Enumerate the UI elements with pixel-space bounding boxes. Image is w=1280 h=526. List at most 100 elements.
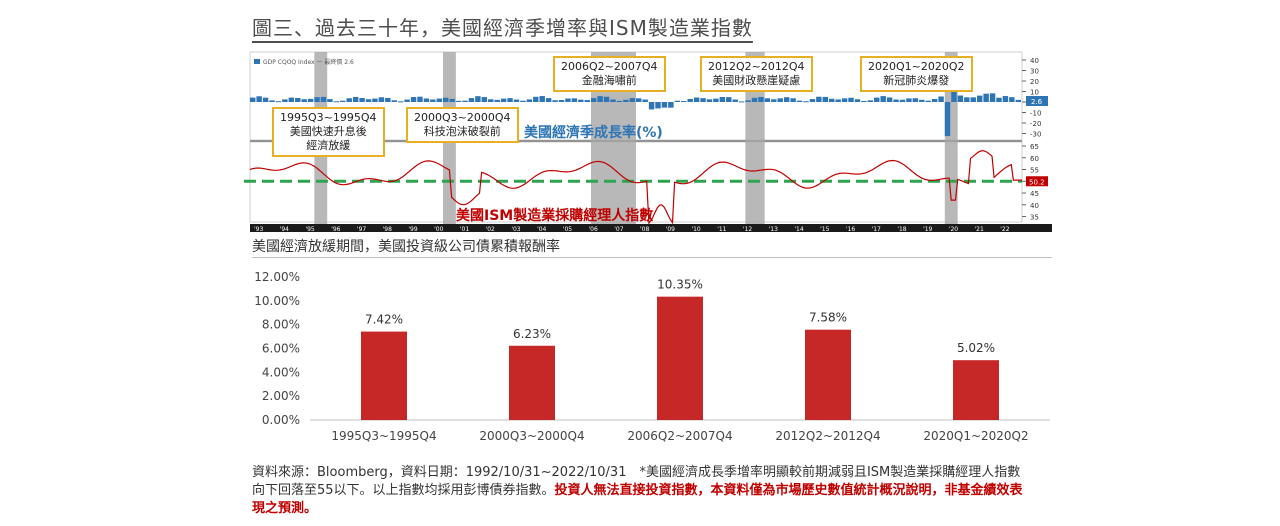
year-tick-label: '14 [794,226,803,233]
callout-box: 2012Q2~2012Q4 美國財政懸崖疑慮 [700,56,813,92]
y-axis-tick-label: 0.00% [262,413,300,427]
gdp-bar [365,99,372,102]
gdp-bar [507,98,513,102]
gdp-bar [520,100,526,102]
gdp-bar [1009,97,1015,102]
gdp-bar [340,100,346,102]
year-tick-label: '12 [743,226,752,233]
gdp-bar [822,96,828,102]
callout-description: 科技泡沫破裂前 [423,125,501,138]
bar-value-label: 7.58% [809,311,847,325]
gdp-bar [565,98,571,102]
year-tick-label: '11 [717,226,726,233]
year-tick-label: '20 [949,226,958,233]
ism-last-value: 50.2 [1029,178,1045,186]
gdp-bar [745,100,751,102]
gdp-bar [687,98,693,102]
gdp-bar [867,100,874,102]
gdp-bar [475,96,481,102]
gdp-bar [957,95,964,102]
ism-axis-tick: 40 [1030,202,1039,210]
gdp-bar [816,96,822,102]
gdp-bar [738,101,745,103]
bar [657,296,703,420]
gdp-bar [320,96,327,102]
gdp-bar [674,100,681,102]
callout-period: 2000Q3~2000Q4 [414,111,511,124]
gdp-bar [488,99,494,102]
callout-description: 經濟放緩 [306,139,351,152]
bar [361,331,407,420]
gdp-bar [423,98,430,102]
gdp-bar [636,98,642,102]
gdp-bar [732,99,738,102]
ism-axis-tick: 60 [1030,155,1039,163]
gdp-bar [964,97,970,102]
gdp-bar [861,101,867,103]
x-axis-category-label: 2012Q2~2012Q4 [775,429,880,443]
year-tick-label: '03 [511,226,520,233]
ism-axis-tick: 65 [1030,143,1039,151]
gdp-bar [397,101,404,103]
gdp-bar [455,100,462,102]
gdp-bar [359,98,365,102]
footnote-warning: 投資人無法直接投資指數，本資料僅為市場歷史數值統計概況說明，非基金績效表現之預測… [252,483,1023,516]
gdp-bar [481,97,488,102]
gdp-bar [616,100,623,102]
gdp-bar [668,102,674,108]
gdp-bar [352,96,359,102]
year-tick-label: '96 [331,226,340,233]
gdp-bar [854,99,861,102]
year-tick-label: '05 [563,226,572,233]
gdp-bar [545,98,552,102]
callout-box: 2000Q3~2000Q4 科技泡沫破裂前 [406,107,519,143]
gdp-bar [874,97,880,102]
gdp-bar [552,100,558,102]
callout-period: 1995Q3~1995Q4 [280,111,377,124]
y-axis-tick-label: 4.00% [262,365,300,379]
gdp-bar [809,99,816,102]
gdp-bar [648,102,655,110]
gdp-bar [417,96,423,102]
ism-axis-tick: 35 [1030,214,1039,222]
bar [805,329,851,420]
year-tick-label: '95 [305,226,314,233]
gdp-bar [700,98,706,102]
year-tick-label: '13 [769,226,778,233]
year-tick-label: '09 [666,226,675,233]
gdp-bar [693,97,700,102]
gdp-bar [430,99,436,102]
year-tick-label: '04 [537,226,546,233]
gdp-bar [925,100,931,102]
page-title: 圖三、過去三十年，美國經濟季增率與ISM製造業指數 [252,16,753,40]
year-tick-label: '17 [872,226,881,233]
callout-box: 2020Q1~2020Q2 新冠肺炎爆發 [860,56,973,92]
gdp-bar [893,99,899,102]
gdp-last-value: 2.6 [1031,98,1043,106]
gdp-bar [642,99,648,102]
gdp-bar [346,98,352,102]
gdp-bar [443,97,449,102]
bar-value-label: 6.23% [513,327,551,341]
year-tick-label: '93 [254,226,263,233]
y-axis-tick-label: 2.00% [262,389,300,403]
gdp-series-label: 美國經濟季成長率(%) [524,125,663,141]
gdp-bar [301,99,307,102]
gdp-bar [558,100,565,102]
gdp-bar [282,99,288,102]
y-axis-tick-label: 6.00% [262,342,300,356]
bar-chart: 0.00% 2.00% 4.00% 6.00% 8.00% 10.00% 12.00% 7.4… [254,270,1050,443]
gdp-bar [783,97,790,102]
gdp-bar [584,100,590,102]
gdp-bar [970,97,976,102]
gdp-bar [269,100,275,102]
gdp-bar [906,98,912,102]
gdp-axis-tick: 20 [1030,78,1039,86]
year-tick-label: '99 [408,226,417,233]
gdp-bar [790,98,796,102]
callout-description: 新冠肺炎爆發 [883,74,950,87]
gdp-bar [494,99,500,102]
gdp-bar [590,98,597,102]
gdp-bar [919,99,925,102]
x-axis-category-label: 1995Q3~1995Q4 [331,429,436,443]
